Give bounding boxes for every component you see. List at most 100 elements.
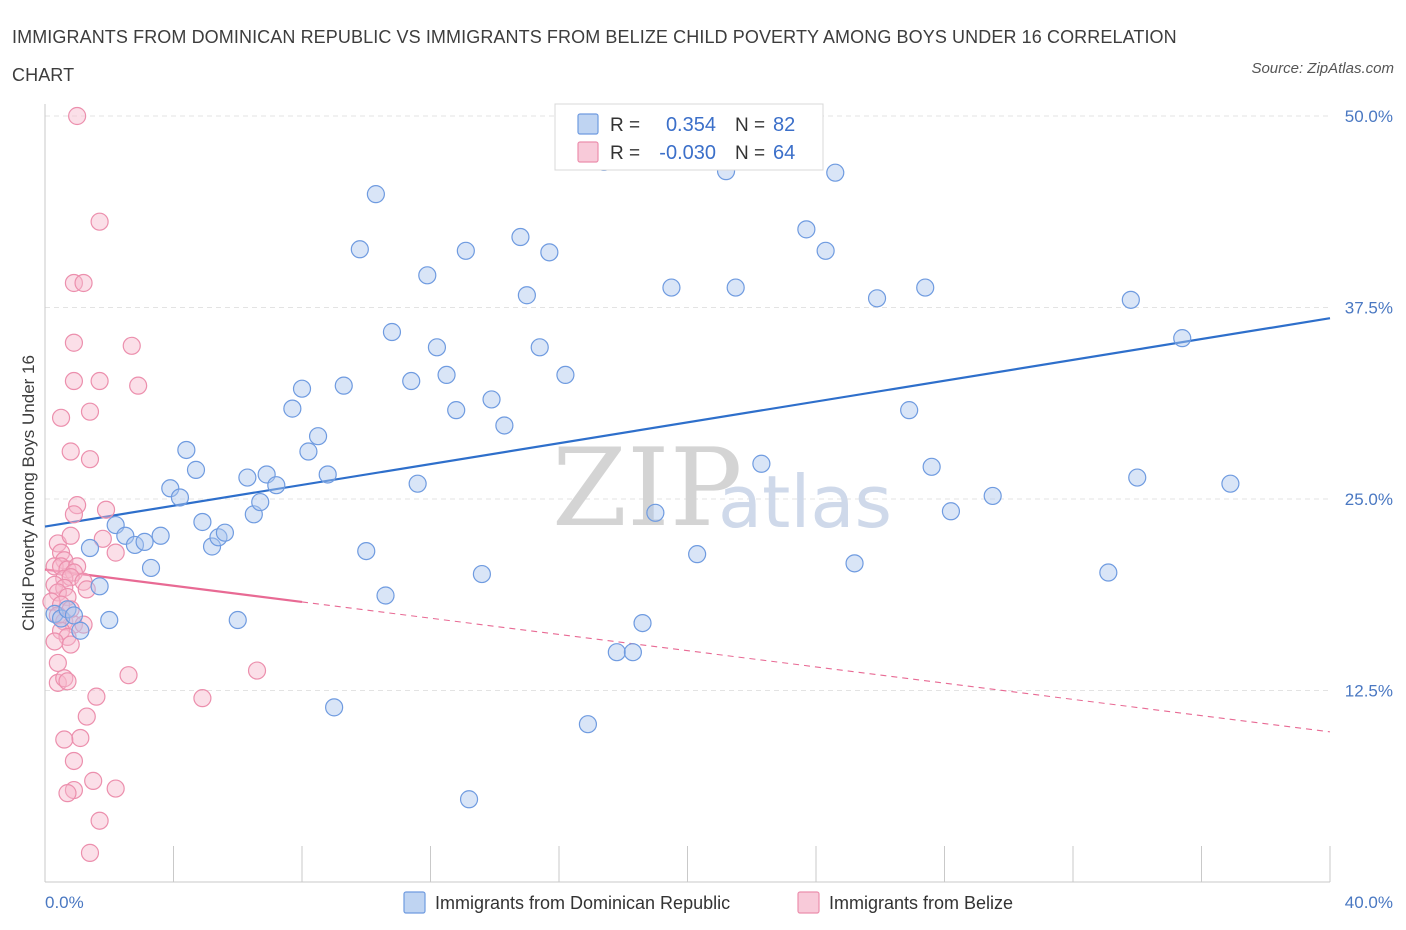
data-point-dominican xyxy=(100,610,119,630)
y-tick-label: 12.5% xyxy=(1345,682,1393,701)
data-point-dominican xyxy=(916,278,935,297)
data-point-dominican xyxy=(350,240,369,259)
data-point-dominican xyxy=(151,526,170,545)
data-point-dominican xyxy=(141,558,161,578)
y-tick-label: 37.5% xyxy=(1345,299,1393,318)
data-point-dominican xyxy=(517,286,536,305)
data-point-belize xyxy=(64,371,84,391)
data-point-belize xyxy=(51,408,71,427)
bottom-legend-label-dominican: Immigrants from Dominican Republic xyxy=(435,893,730,913)
data-point-dominican xyxy=(267,476,286,495)
data-point-dominican xyxy=(900,401,919,420)
data-point-dominican xyxy=(366,185,385,204)
data-point-dominican xyxy=(402,371,421,391)
data-point-dominican xyxy=(495,416,514,435)
data-point-dominican xyxy=(80,538,100,558)
bottom-legend-swatch-dominican xyxy=(403,891,426,914)
data-point-belize xyxy=(64,505,84,524)
data-point-dominican xyxy=(408,474,427,493)
data-point-dominican xyxy=(726,278,745,297)
data-point-dominican xyxy=(456,241,475,260)
legend-n-value-dominican: 82 xyxy=(773,114,795,136)
y-tick-labels: 12.5% 25.0% 37.5% 50.0% xyxy=(1345,107,1393,701)
data-points xyxy=(42,106,1240,862)
data-point-belize xyxy=(106,543,125,562)
data-point-belize xyxy=(119,666,138,685)
data-point-belize xyxy=(48,653,67,673)
data-point-belize xyxy=(55,730,74,749)
data-point-dominican xyxy=(867,289,887,308)
data-point-belize xyxy=(80,843,100,862)
legend-r-label: R = xyxy=(610,115,640,136)
data-point-dominican xyxy=(556,365,575,385)
data-point-dominican xyxy=(202,537,222,556)
chart-title: IMMIGRANTS FROM DOMINICAN REPUBLIC VS IM… xyxy=(12,27,1177,85)
data-point-belize xyxy=(84,771,103,790)
data-point-belize xyxy=(68,106,87,126)
x-tick-label: 40.0% xyxy=(1345,893,1393,912)
data-point-belize xyxy=(106,779,125,798)
data-point-dominican xyxy=(135,532,154,551)
data-point-dominican xyxy=(662,278,681,297)
source-credit: Source: ZipAtlas.com xyxy=(1251,60,1394,77)
data-point-dominican xyxy=(357,541,376,561)
axes xyxy=(44,104,1331,883)
trend-line-extension-belize xyxy=(301,601,1331,733)
watermark-zip: ZIP xyxy=(552,426,742,551)
legend: R = 0.354 N = 82 R = -0.030 N = 64 xyxy=(554,103,824,171)
data-point-dominican xyxy=(116,526,135,545)
data-point-dominican xyxy=(299,442,318,461)
data-point-dominican xyxy=(215,523,234,542)
y-axis-title: Child Poverty Among Boys Under 16 xyxy=(19,355,38,631)
x-tick-label: 0.0% xyxy=(45,893,84,912)
data-point-dominican xyxy=(193,512,212,532)
bottom-legend-swatch-belize xyxy=(797,891,820,914)
data-point-belize xyxy=(122,336,141,355)
data-point-dominican xyxy=(941,502,961,521)
data-point-dominican xyxy=(71,621,90,640)
data-point-dominican xyxy=(578,715,598,734)
data-point-dominican xyxy=(186,460,206,479)
watermark-atlas: atlas xyxy=(718,460,892,544)
data-point-dominican xyxy=(318,465,337,484)
data-point-dominican xyxy=(177,440,196,460)
trend-line-dominican xyxy=(44,317,1331,528)
data-point-dominican xyxy=(511,227,530,247)
data-point-dominican xyxy=(90,577,109,596)
data-point-dominican xyxy=(482,390,501,409)
data-point-dominican xyxy=(308,427,328,446)
data-point-dominican xyxy=(376,586,395,605)
data-point-dominican xyxy=(472,564,491,584)
data-point-belize xyxy=(129,376,148,395)
data-point-dominican xyxy=(983,486,1002,506)
data-point-dominican xyxy=(1099,563,1118,582)
data-point-belize xyxy=(58,784,77,803)
data-point-belize xyxy=(58,672,77,691)
legend-r-value-belize: -0.030 xyxy=(659,142,716,164)
data-point-dominican xyxy=(447,401,466,420)
data-point-belize xyxy=(61,635,80,654)
data-point-dominican xyxy=(1128,468,1147,487)
data-point-belize xyxy=(64,273,84,293)
legend-n-label: N = xyxy=(735,143,765,164)
data-point-dominican xyxy=(540,243,559,262)
data-point-dominican xyxy=(1173,329,1192,348)
data-point-belize xyxy=(77,707,96,726)
data-point-belize xyxy=(80,450,100,469)
data-point-belize xyxy=(90,811,109,830)
data-point-dominican xyxy=(64,606,84,625)
data-point-dominican xyxy=(418,266,437,285)
data-point-belize xyxy=(96,500,116,519)
legend-r-label: R = xyxy=(610,143,640,164)
data-point-belize xyxy=(193,689,212,708)
data-point-belize xyxy=(247,661,267,680)
data-point-dominican xyxy=(251,492,270,512)
data-point-belize xyxy=(64,333,84,352)
data-point-belize xyxy=(93,529,112,548)
data-point-belize xyxy=(90,371,109,391)
y-tick-label: 50.0% xyxy=(1345,107,1393,126)
data-point-dominican xyxy=(238,468,257,487)
data-point-dominican xyxy=(427,338,447,357)
gridlines xyxy=(45,115,1330,691)
y-tick-label: 25.0% xyxy=(1345,490,1393,509)
